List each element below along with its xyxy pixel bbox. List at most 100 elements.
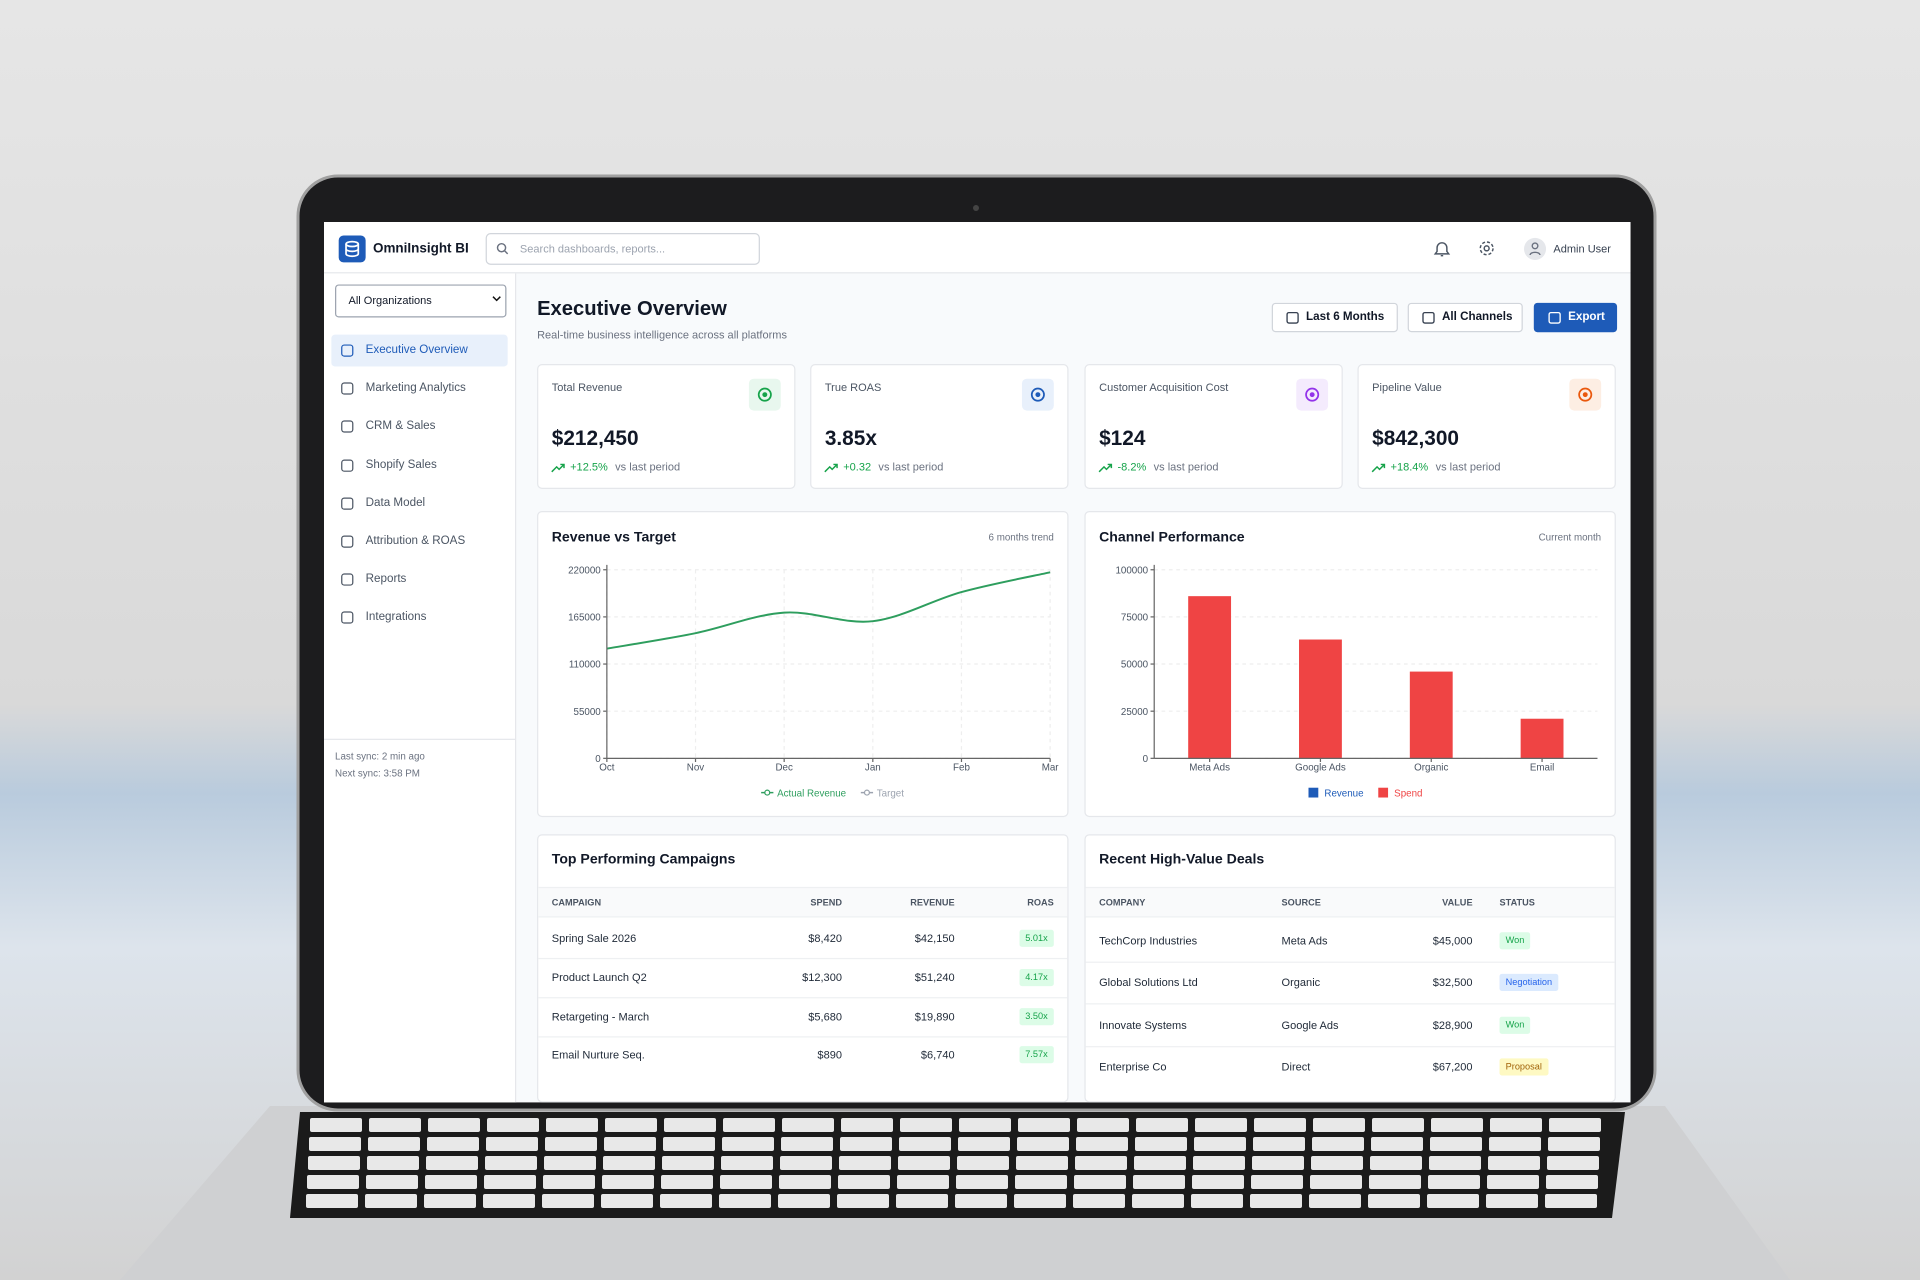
key [426, 1156, 478, 1170]
header-button-label[interactable]: All Channels [1441, 310, 1513, 324]
table-cell: $51,240 [914, 971, 955, 984]
badge: Proposal [1499, 1058, 1549, 1076]
key [601, 1194, 653, 1208]
key [1195, 1118, 1247, 1132]
trend-icon [551, 463, 565, 472]
key [899, 1137, 951, 1151]
bell-icon[interactable] [1433, 240, 1451, 257]
table-cell: $28,900 [1432, 1019, 1473, 1032]
nav-item[interactable]: CRM & Sales [365, 419, 436, 434]
settings-icon[interactable] [1479, 240, 1495, 256]
badge: 7.57x [1019, 1046, 1054, 1064]
key [1014, 1194, 1066, 1208]
x-tick-label: Jan [865, 763, 881, 774]
key [780, 1156, 832, 1170]
badge: 3.50x [1019, 1008, 1054, 1026]
nav-icon[interactable] [341, 497, 354, 510]
camera [973, 205, 979, 211]
y-tick-label: 110000 [569, 660, 601, 671]
table-cell: Direct [1281, 1060, 1311, 1074]
sync-info: Last sync: 2 min ago [335, 750, 425, 763]
key [722, 1137, 774, 1151]
nav-icon[interactable] [341, 611, 354, 625]
key [366, 1175, 418, 1189]
key [660, 1194, 712, 1208]
key [1254, 1118, 1306, 1132]
key [1311, 1156, 1363, 1170]
header-button-label[interactable]: Last 6 Months [1306, 310, 1385, 324]
nav-active-bg [331, 334, 508, 367]
nav-item[interactable]: Executive Overview [365, 343, 468, 357]
chevron [492, 296, 501, 302]
nav-icon[interactable] [341, 344, 354, 357]
header-button[interactable] [1533, 302, 1618, 333]
table-cell: Global Solutions Ltd [1099, 976, 1198, 989]
table-cell: Meta Ads [1281, 934, 1328, 947]
kpi-label: True ROAS [824, 381, 882, 394]
table-title: Recent High-Value Deals [1099, 852, 1265, 868]
key [369, 1118, 421, 1132]
y-tick-label: 50000 [1121, 660, 1149, 671]
table-header: STATUS [1499, 896, 1535, 908]
search-icon [496, 242, 509, 255]
nav-icon[interactable] [341, 420, 354, 434]
nav-item[interactable]: Reports [365, 572, 407, 586]
nav-item[interactable]: Marketing Analytics [365, 381, 466, 395]
button-icon [1548, 311, 1561, 324]
kpi-note: vs last period [1153, 460, 1219, 474]
key [428, 1118, 480, 1132]
nav-item[interactable]: Data Model [365, 496, 426, 510]
table-cell: Email Nurture Seq. [551, 1048, 645, 1061]
key [427, 1137, 479, 1151]
table-cell: $32,500 [1432, 976, 1473, 989]
table-cell: $890 [817, 1048, 842, 1061]
nav-icon[interactable] [341, 459, 354, 472]
header-button[interactable] [1407, 302, 1523, 333]
key [1313, 1118, 1365, 1132]
table-header: CAMPAIGN [551, 896, 602, 908]
x-tick-label: Feb [953, 763, 970, 774]
key [778, 1194, 830, 1208]
key [487, 1118, 539, 1132]
key [1252, 1156, 1304, 1170]
key [1015, 1175, 1067, 1189]
nav-item[interactable]: Attribution & ROAS [365, 534, 466, 548]
nav-icon[interactable] [341, 535, 354, 548]
user-name[interactable]: Admin User [1553, 242, 1611, 256]
org-select-label[interactable]: All Organizations [348, 293, 432, 306]
key [602, 1175, 654, 1189]
search-box[interactable] [485, 233, 760, 265]
key [1549, 1118, 1601, 1132]
table-cell: $8,420 [808, 932, 842, 945]
nav-item[interactable]: Shopify Sales [365, 457, 437, 472]
key [486, 1137, 538, 1151]
header-button[interactable] [1271, 302, 1398, 333]
legend-label: Spend [1394, 788, 1422, 799]
table-header-bg [538, 886, 1068, 918]
kpi-value: $212,450 [551, 426, 639, 450]
kpi-value: 3.85x [824, 426, 877, 450]
row-separator [538, 1036, 1068, 1038]
key [1310, 1175, 1362, 1189]
nav-icon[interactable] [341, 573, 354, 586]
sidebar [324, 273, 517, 1103]
key [604, 1137, 656, 1151]
key [367, 1156, 419, 1170]
badge: Negotiation [1499, 973, 1559, 991]
key [1134, 1156, 1186, 1170]
logo [338, 235, 366, 263]
key [837, 1194, 889, 1208]
nav-icon[interactable] [341, 382, 354, 395]
nav-item[interactable]: Integrations [365, 610, 427, 625]
kpi-icon [1578, 387, 1593, 402]
legend-swatch [863, 789, 871, 796]
badge: 5.01x [1019, 929, 1054, 947]
org-select[interactable] [335, 284, 507, 318]
table-header: SPEND [810, 896, 842, 908]
header-button-label[interactable]: Export [1568, 310, 1605, 324]
table-cell: $42,150 [914, 932, 955, 945]
charts-layer: Revenue vs Target 6 months trend 0 55000 110… [552, 529, 1601, 800]
key [483, 1194, 535, 1208]
y-tick-label: 0 [1143, 754, 1149, 765]
